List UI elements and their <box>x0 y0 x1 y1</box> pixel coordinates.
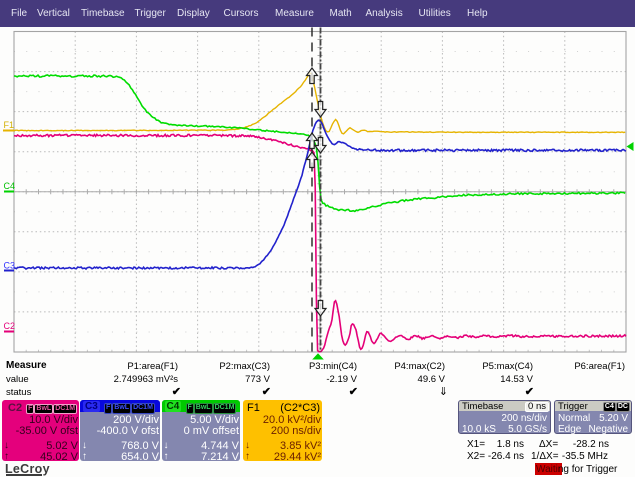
svg-text:C4: C4 <box>4 181 16 191</box>
svg-text:F1: F1 <box>4 120 15 130</box>
svg-text:C2: C2 <box>4 321 16 331</box>
svg-text:C3: C3 <box>4 261 16 271</box>
